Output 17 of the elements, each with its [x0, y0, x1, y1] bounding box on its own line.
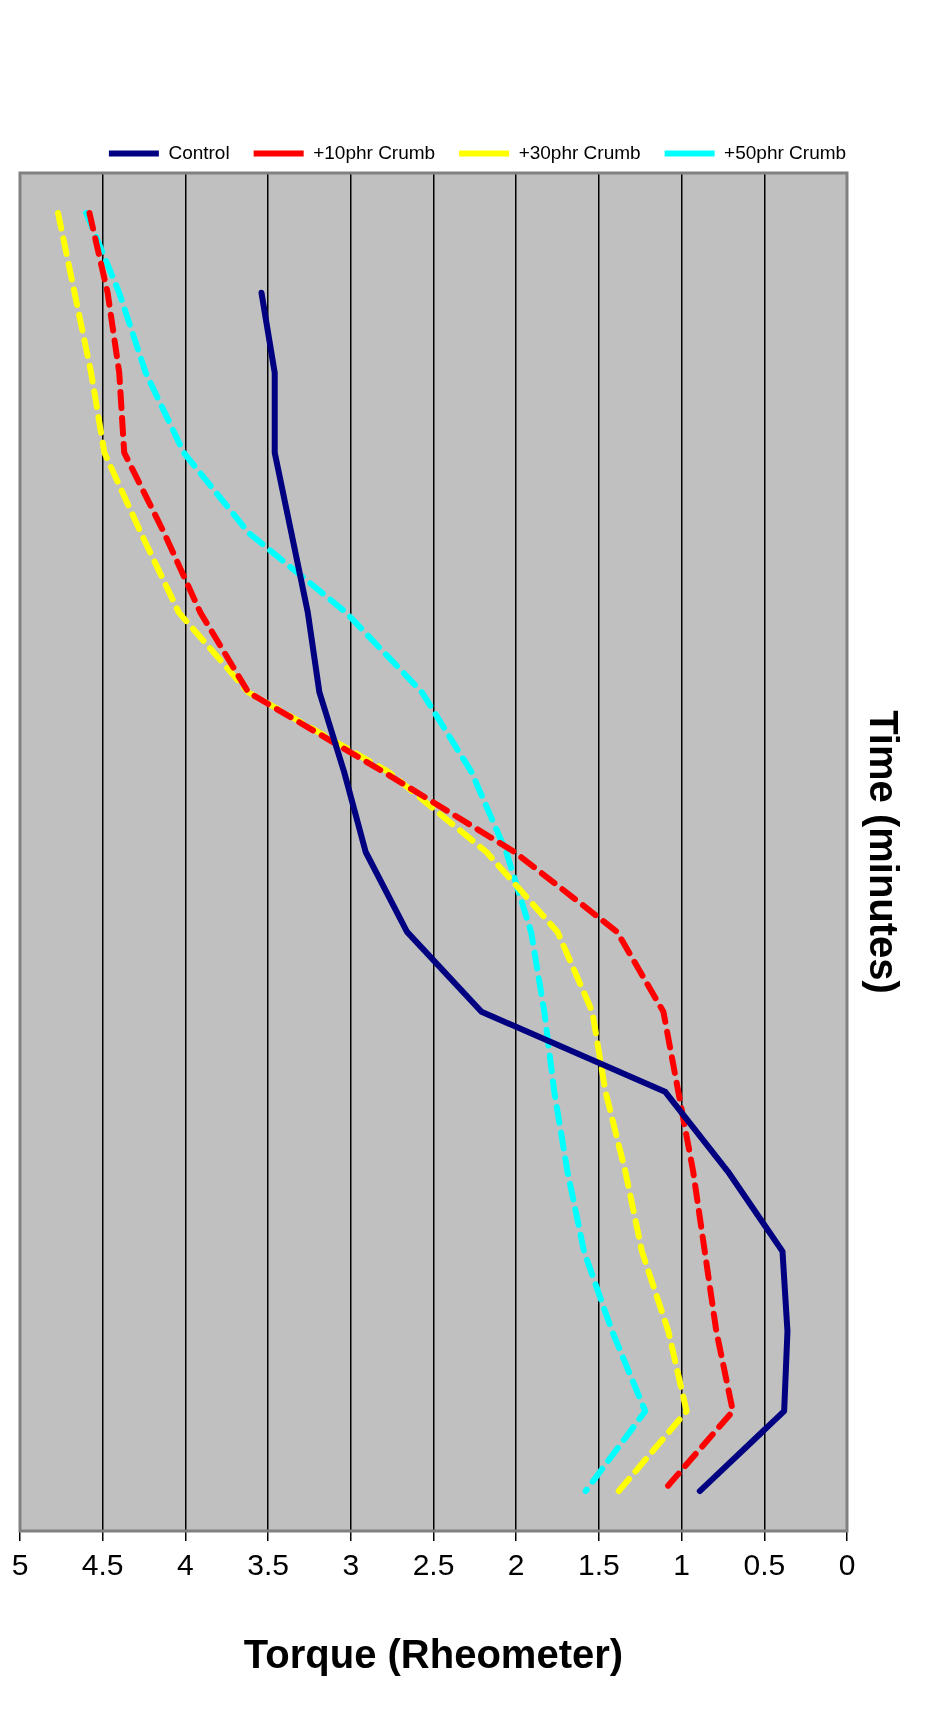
x-tick-label: 1 [673, 1548, 690, 1582]
x-tick-label: 0.5 [743, 1548, 786, 1582]
x-tick-label: 0 [838, 1548, 856, 1582]
x-tick-label: 2 [507, 1548, 525, 1582]
legend-label: +50phr Crumb [724, 141, 847, 163]
x-tick-label: 3 [342, 1548, 360, 1582]
x-axis-title: Torque (Rheometer) [243, 1632, 624, 1677]
legend-label: +10phr Crumb [313, 141, 436, 163]
x-tick-label: 4.5 [81, 1548, 124, 1582]
y-axis-title: Time (minutes) [861, 710, 906, 994]
legend-label: +30phr Crumb [518, 141, 641, 163]
x-tick-label: 1.5 [578, 1548, 620, 1582]
x-tick-label: 2.5 [412, 1548, 455, 1582]
legend-label: Control [168, 141, 230, 163]
x-tick-label: 3.5 [247, 1548, 289, 1582]
x-tick-label: 5 [11, 1548, 29, 1582]
x-tick-label: 4 [177, 1548, 194, 1582]
